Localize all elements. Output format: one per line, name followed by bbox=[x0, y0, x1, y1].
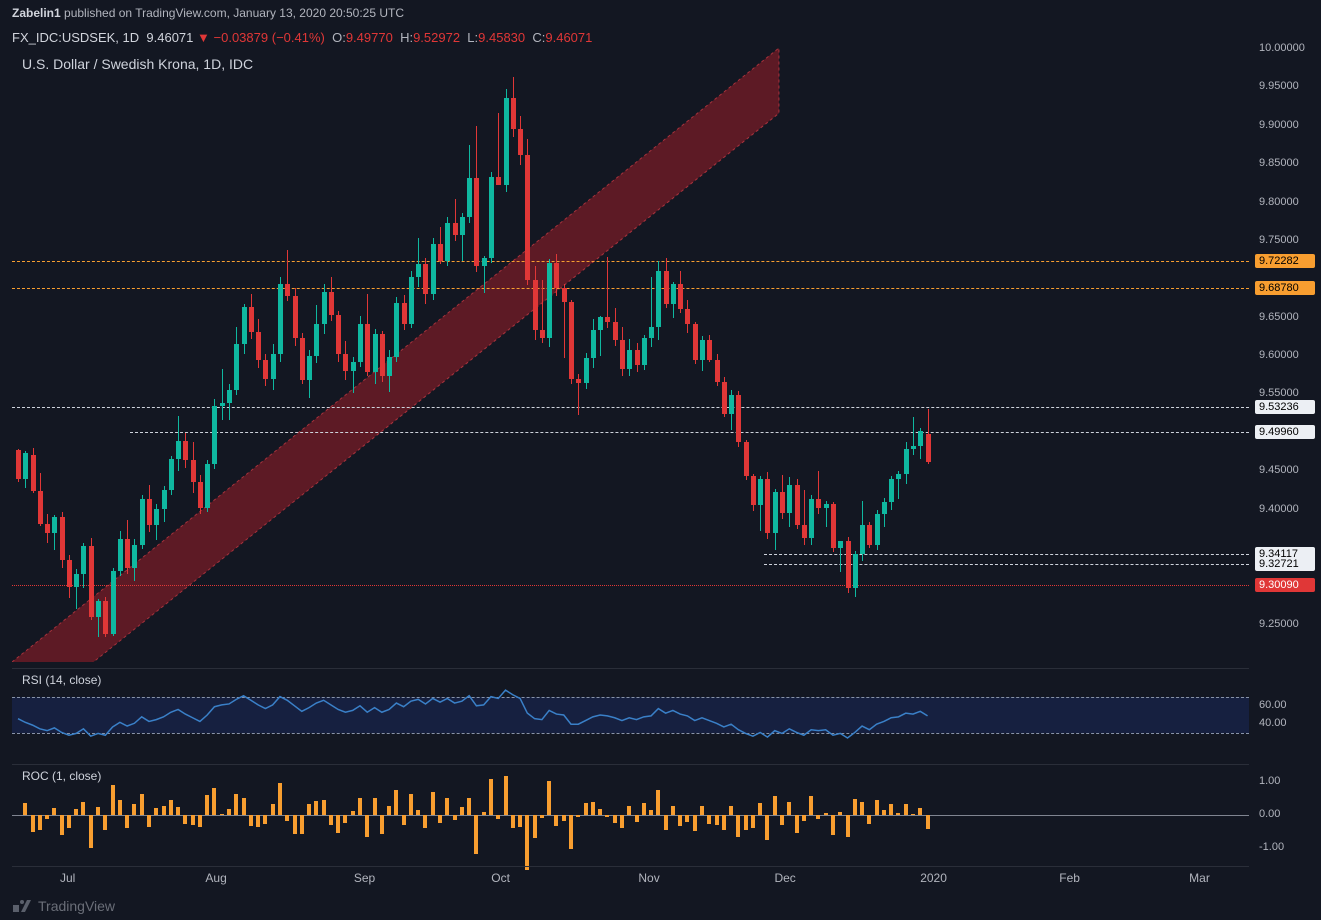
o-label: O: bbox=[332, 30, 346, 45]
l-value: 9.45830 bbox=[478, 30, 525, 45]
time-axis: JulAugSepOctNovDec2020FebMar bbox=[12, 866, 1249, 890]
h-value: 9.52972 bbox=[413, 30, 460, 45]
author: Zabelin1 bbox=[12, 6, 61, 20]
watermark: TradingView bbox=[12, 898, 115, 914]
symbol-info-bar: FX_IDC:USDSEK, 1D 9.46071 ▼ −0.03879 (−0… bbox=[0, 26, 1321, 49]
l-label: L: bbox=[467, 30, 478, 45]
publish-text: published on TradingView.com, January 13… bbox=[64, 6, 404, 20]
roc-axis: 1.000.00-1.00 bbox=[1255, 764, 1321, 864]
c-label: C: bbox=[532, 30, 545, 45]
roc-title: ROC (1, close) bbox=[22, 769, 101, 783]
change-arrow-icon: ▼ bbox=[197, 30, 210, 45]
tradingview-icon bbox=[12, 899, 32, 913]
change: −0.03879 bbox=[214, 30, 269, 45]
o-value: 9.49770 bbox=[346, 30, 393, 45]
price-chart[interactable]: U.S. Dollar / Swedish Krona, 1D, IDC bbox=[12, 48, 1249, 662]
c-value: 9.46071 bbox=[545, 30, 592, 45]
price-axis: 10.000009.950009.900009.850009.800009.75… bbox=[1255, 48, 1321, 662]
publish-bar: Zabelin1 published on TradingView.com, J… bbox=[0, 0, 1321, 26]
rsi-axis: 60.0040.00 bbox=[1255, 668, 1321, 760]
h-label: H: bbox=[400, 30, 413, 45]
last-price: 9.46071 bbox=[146, 30, 193, 45]
watermark-text: TradingView bbox=[38, 898, 115, 914]
rsi-pane[interactable]: RSI (14, close) bbox=[12, 668, 1249, 760]
roc-pane[interactable]: ROC (1, close) bbox=[12, 764, 1249, 864]
change-pct: (−0.41%) bbox=[272, 30, 325, 45]
symbol: FX_IDC:USDSEK, 1D bbox=[12, 30, 139, 45]
